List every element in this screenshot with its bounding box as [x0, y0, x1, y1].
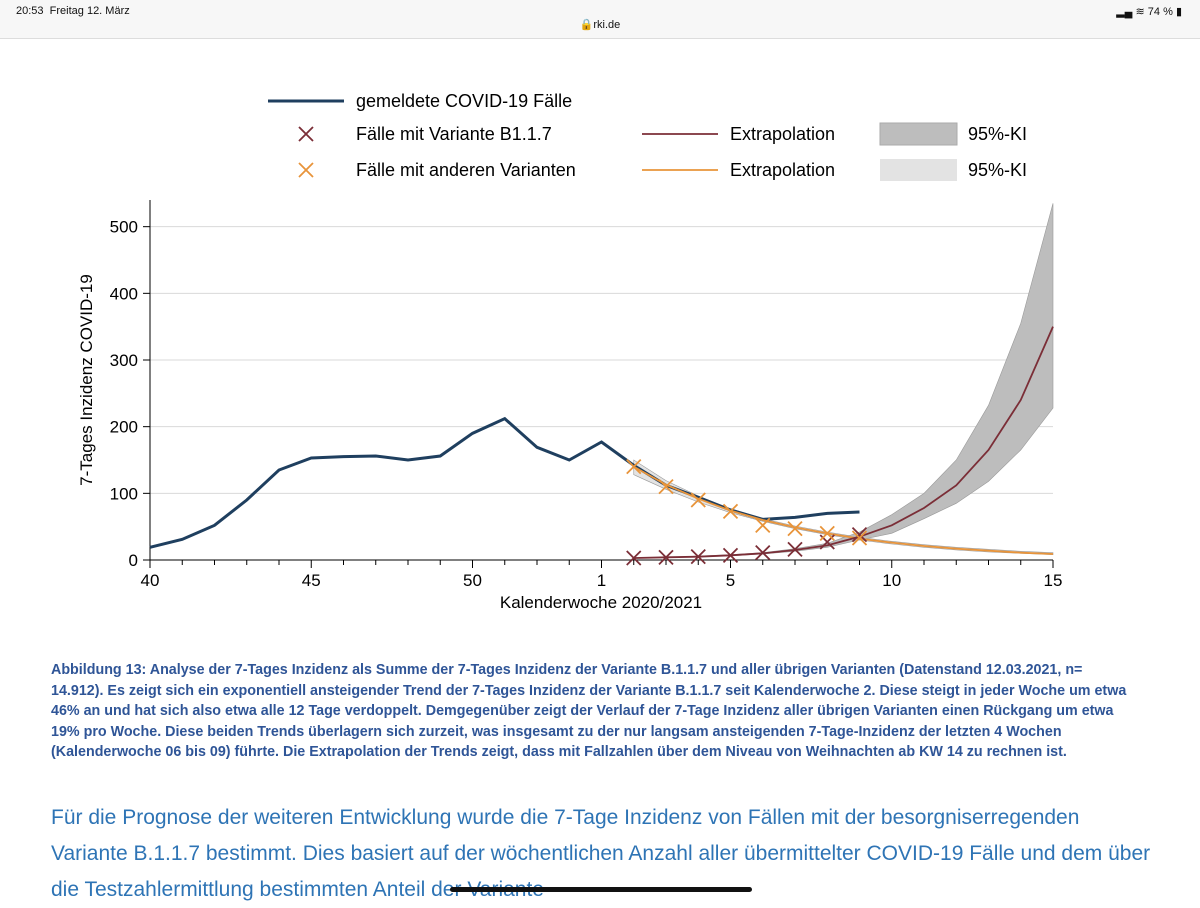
url-bar[interactable]: 🔒rki.de: [0, 18, 1200, 31]
b117-point: [626, 550, 642, 566]
y-tick-label: 100: [110, 484, 138, 503]
url-text: rki.de: [593, 19, 621, 31]
reported-cases-line: [149, 416, 860, 549]
wifi-icon: ▂▄ ≋: [1116, 6, 1145, 18]
legend-other-marker: [298, 162, 314, 178]
y-axis-title: 7-Tages Inzidenz COVID-19: [77, 274, 96, 486]
x-tick-label: 5: [726, 571, 735, 590]
b117-point: [690, 549, 706, 565]
other-variant-point: [658, 479, 674, 495]
battery-icon: ▮: [1175, 6, 1182, 18]
body-text: Für die Prognose der weiteren Entwicklun…: [51, 806, 1151, 901]
b117-point: [787, 541, 803, 557]
x-tick-label: 15: [1044, 571, 1063, 590]
status-time: 20:53 Freitag 12. März: [16, 5, 130, 17]
other-variant-point: [819, 525, 835, 541]
other-variant-point: [722, 503, 739, 519]
legend-ci-dark-label: 95%-KI: [968, 124, 1027, 144]
y-tick-label: 500: [110, 218, 138, 237]
other-variant-point: [851, 530, 868, 546]
x-tick-label: 10: [882, 571, 901, 590]
other-variant-point: [626, 459, 642, 475]
extrapolation-other-line: [633, 465, 1054, 555]
legend-ci-light-label: 95%-KI: [968, 160, 1027, 180]
status-bar: 20:53 Freitag 12. März 🔒rki.de ▂▄ ≋ 74 %…: [0, 0, 1200, 39]
legend-ci-light-swatch: [880, 159, 957, 181]
b117-point: [722, 547, 739, 563]
other-variant-point: [690, 492, 706, 508]
x-axis-title: Kalenderwoche 2020/2021: [500, 593, 702, 612]
legend-other-label: Fälle mit anderen Varianten: [356, 160, 576, 180]
legend-ci-dark-swatch: [879, 122, 958, 146]
legend-reported-label: gemeldete COVID-19 Fälle: [356, 91, 572, 111]
battery-indicator: ▂▄ ≋ 74 % ▮: [1116, 6, 1182, 18]
legend-extrap-b117-label: Extrapolation: [730, 124, 835, 144]
y-tick-label: 200: [110, 418, 138, 437]
b117-point: [851, 527, 868, 543]
extrapolation-b117-line: [633, 326, 1054, 559]
lock-icon: 🔒: [579, 19, 594, 31]
legend-b117-marker: [298, 126, 314, 142]
legend-extrap-other-label: Extrapolation: [730, 160, 835, 180]
y-tick-label: 0: [129, 551, 138, 570]
b117-point: [755, 545, 771, 561]
b117-point: [658, 549, 674, 565]
x-tick-label: 45: [302, 571, 321, 590]
figure-caption: Abbildung 13: Analyse der 7-Tages Inzide…: [51, 662, 1127, 760]
other-variant-point: [755, 517, 771, 533]
other-variant-point: [787, 521, 803, 537]
y-tick-label: 400: [110, 284, 138, 303]
x-tick-label: 1: [597, 571, 606, 590]
home-indicator[interactable]: [450, 887, 752, 892]
ci-band-b117: [633, 203, 1054, 559]
x-tick-label: 50: [463, 571, 482, 590]
y-tick-label: 300: [110, 351, 138, 370]
legend-b117-label: Fälle mit Variante B1.1.7: [356, 124, 552, 144]
x-tick-label: 40: [141, 571, 160, 590]
